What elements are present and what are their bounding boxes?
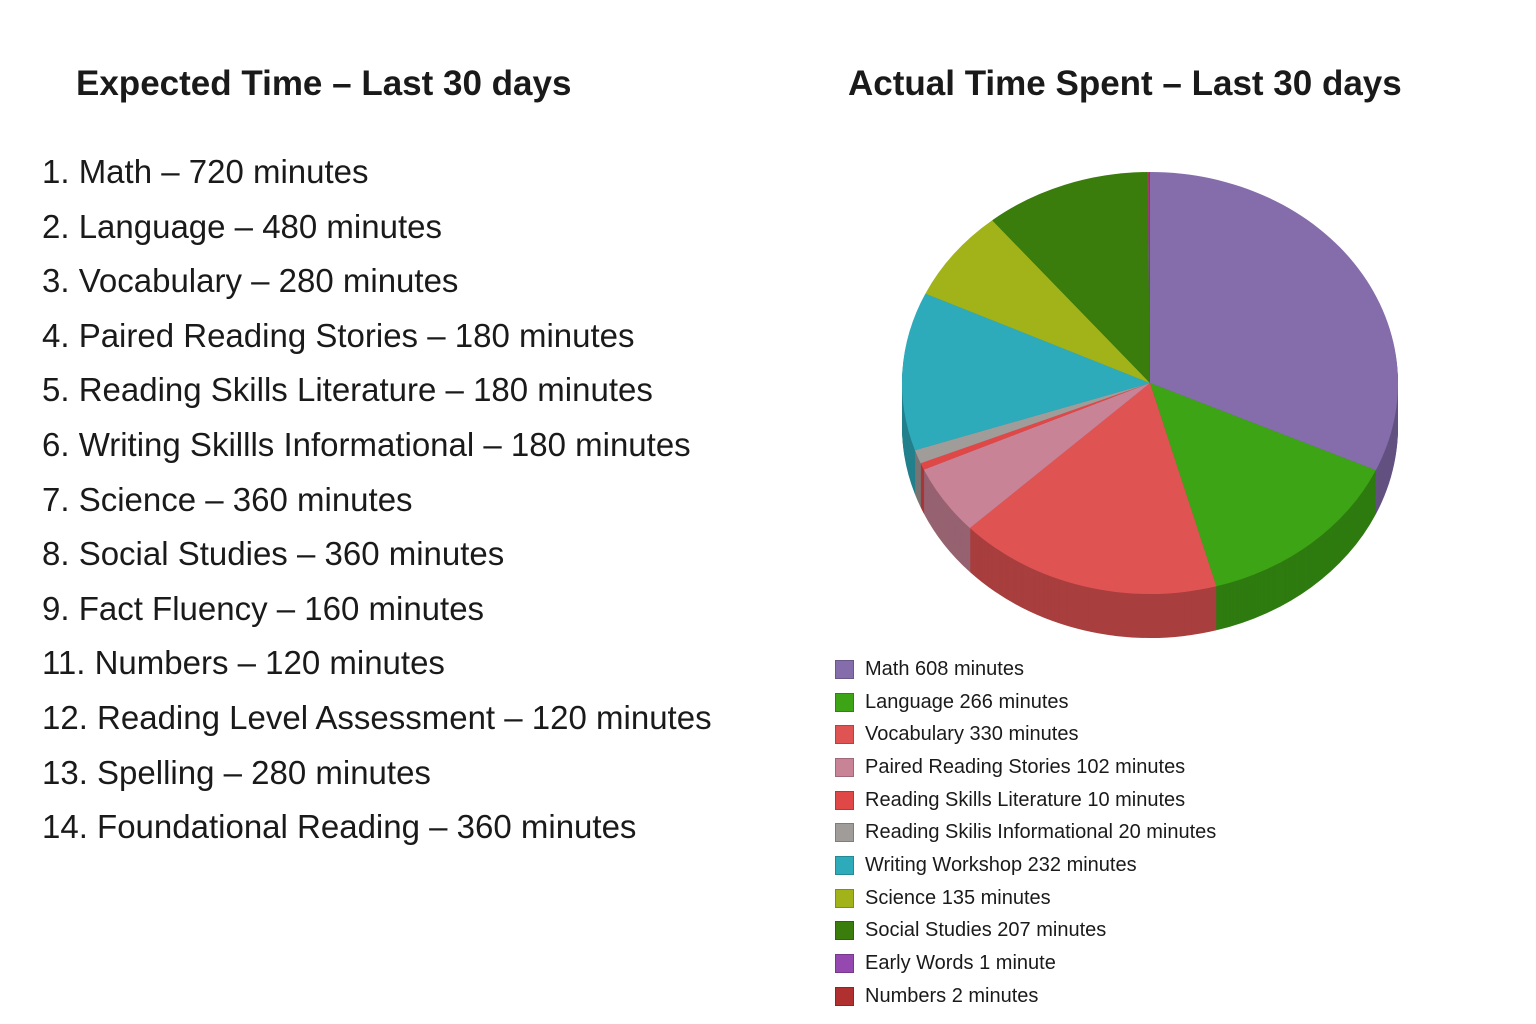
legend-item: Social Studies 207 minutes	[835, 915, 1216, 948]
legend-label: Numbers 2 minutes	[865, 984, 1039, 1007]
legend-item: Language 266 minutes	[835, 686, 1216, 719]
legend-swatch	[835, 823, 854, 843]
legend-item: Math 608 minutes	[835, 653, 1216, 686]
legend-item: Reading Skills Literature 10 minutes	[835, 784, 1216, 817]
legend-swatch	[835, 954, 854, 974]
legend-swatch	[835, 986, 854, 1006]
expected-time-item: 8. Social Studies – 360 minutes	[42, 535, 505, 573]
legend-swatch	[835, 855, 854, 875]
expected-time-list: 1. Math – 720 minutes 2. Language – 480 m…	[42, 150, 712, 860]
expected-time-item: 4. Paired Reading Stories – 180 minutes	[42, 316, 635, 354]
pie-slice-paired-reading-stories	[923, 383, 1150, 529]
pie-slice-language	[1150, 383, 1376, 587]
pie-slice-reading-skills-literature	[920, 383, 1150, 470]
pie-slice-math	[1150, 172, 1398, 471]
legend-swatch	[835, 757, 854, 777]
legend-label: Language 266 minutes	[865, 690, 1069, 713]
expected-time-item: 14. Foundational Reading – 360 minutes	[42, 808, 637, 846]
expected-time-item: 6. Writing Skillls Informational – 180 m…	[42, 425, 691, 463]
legend-label: Social Studies 207 minutes	[865, 919, 1107, 942]
legend-item: Science 135 minutes	[835, 882, 1216, 915]
legend-item: Numbers 2 minutes	[835, 980, 1216, 1013]
legend-label: Writing Workshop 232 minutes	[865, 853, 1137, 876]
pie-slice-vocabulary	[969, 383, 1217, 594]
legend-item: Paired Reading Stories 102 minutes	[835, 751, 1216, 784]
chart-title: Actual Time Spent – Last 30 days	[848, 64, 1402, 103]
legend-swatch	[835, 725, 854, 745]
pie-slice-science	[925, 220, 1150, 383]
legend-label: Early Words 1 minute	[865, 952, 1056, 975]
legend-label: Science 135 minutes	[865, 886, 1051, 909]
expected-time-item: 13. Spelling – 280 minutes	[42, 753, 431, 791]
legend-label: Math 608 minutes	[865, 657, 1024, 680]
expected-time-item: 12. Reading Level Assessment – 120 minut…	[42, 698, 712, 736]
pie-slice-social-studies	[992, 172, 1150, 383]
legend-swatch	[835, 790, 854, 810]
legend-item: Early Words 1 minute	[835, 947, 1216, 980]
expected-time-item: 5. Reading Skills Literature – 180 minut…	[42, 371, 653, 409]
expected-time-item: 3. Vocabulary – 280 minutes	[42, 262, 459, 300]
legend-label: Paired Reading Stories 102 minutes	[865, 755, 1186, 778]
pie-slice-writing-workshop	[902, 293, 1150, 451]
legend-item: Reading Skilis Informational 20 minutes	[835, 816, 1216, 849]
legend-swatch	[835, 921, 854, 941]
legend-label: Vocabulary 330 minutes	[865, 723, 1079, 746]
expected-time-title: Expected Time – Last 30 days	[76, 64, 572, 103]
pie-slice-early-words	[1147, 172, 1150, 383]
legend-swatch	[835, 659, 854, 679]
expected-time-item: 9. Fact Fluency – 160 minutes	[42, 589, 485, 627]
chart-legend: Math 608 minutes Language 266 minutes Voca…	[835, 653, 1216, 1013]
expected-time-item: 2. Language – 480 minutes	[42, 207, 442, 245]
expected-time-item: 7. Science – 360 minutes	[42, 480, 413, 518]
expected-time-item: 1. Math – 720 minutes	[42, 153, 369, 190]
legend-swatch	[835, 692, 854, 712]
pie-slice-numbers	[1148, 172, 1150, 383]
legend-swatch	[835, 888, 854, 908]
legend-item: Vocabulary 330 minutes	[835, 718, 1216, 751]
expected-time-item: 11. Numbers – 120 minutes	[42, 644, 445, 682]
legend-item: Writing Workshop 232 minutes	[835, 849, 1216, 882]
legend-label: Reading Skilis Informational 20 minutes	[865, 821, 1217, 844]
legend-label: Reading Skills Literature 10 minutes	[865, 788, 1186, 811]
pie-slice-reading-skilis-informational	[914, 383, 1150, 464]
